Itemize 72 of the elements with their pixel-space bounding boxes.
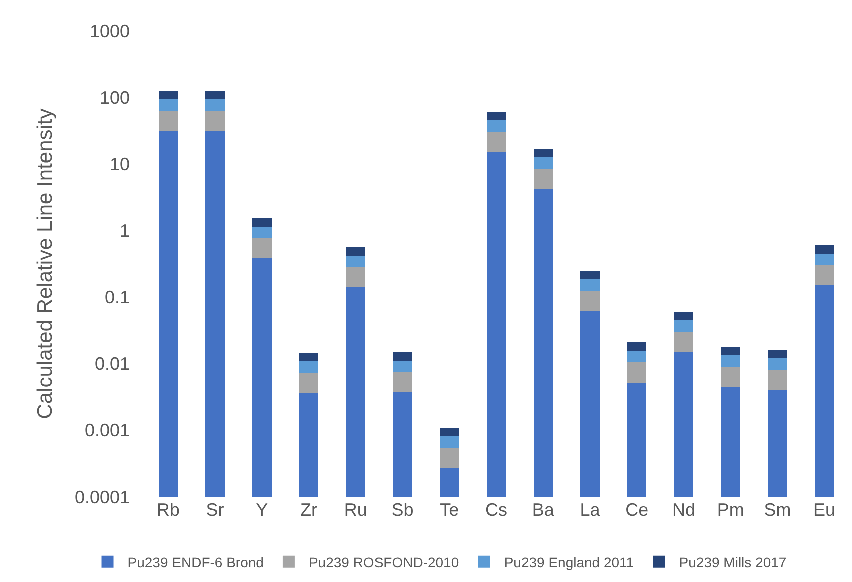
y-tick-label: 0.0001: [74, 487, 130, 508]
bar: [627, 342, 647, 351]
x-tick-label: Cs: [486, 500, 508, 520]
bar: [393, 372, 412, 393]
x-tick-label: Pm: [717, 500, 744, 520]
bar: [158, 100, 178, 112]
bar: [534, 149, 553, 158]
bar: [486, 120, 506, 132]
bar: [627, 351, 647, 363]
bar: [206, 111, 225, 132]
x-tick-label: Zr: [300, 500, 318, 520]
y-axis-title: Calculated Relative Line Intensity: [34, 108, 58, 420]
y-tick-label: 1: [120, 221, 130, 242]
y-tick-label: 1000: [90, 21, 130, 42]
bar: [674, 320, 694, 332]
bar: [768, 350, 788, 359]
bar: [486, 132, 506, 152]
y-tick-label: 0.01: [94, 354, 130, 374]
bar: [346, 256, 366, 268]
x-tick-label: Rb: [156, 500, 180, 520]
bar: [674, 332, 694, 352]
legend-label: Pu239 Mills 2017: [679, 554, 787, 570]
bar: [721, 346, 740, 356]
bar: [440, 428, 460, 437]
x-tick-label: Sr: [206, 500, 224, 520]
bar: [534, 169, 553, 190]
bar: [486, 112, 506, 121]
x-tick-label: Te: [440, 500, 460, 520]
x-tick-label: Sm: [764, 500, 792, 520]
bar: [768, 358, 788, 370]
x-tick-label: Ru: [344, 500, 368, 520]
bar: [299, 362, 319, 374]
legend-label: Pu239 ENDF-6 Brond: [128, 554, 264, 570]
bar: [252, 226, 272, 239]
bar: [814, 266, 834, 286]
x-tick-label: Eu: [814, 500, 836, 520]
bar: [158, 111, 178, 132]
bar: [299, 373, 319, 394]
bar: [346, 268, 366, 288]
legend-label: Pu239 England 2011: [504, 554, 634, 570]
x-tick-label: Ce: [626, 500, 649, 520]
bar: [580, 271, 600, 280]
bar: [627, 362, 647, 383]
bar: [252, 218, 272, 227]
bar: [252, 238, 272, 259]
x-tick-label: Y: [256, 500, 268, 520]
bar: [158, 91, 178, 100]
bar: [814, 245, 834, 254]
y-tick-label: 0.1: [104, 288, 130, 308]
bar: [768, 370, 788, 390]
y-tick-label: 0.001: [84, 420, 130, 441]
bar: [534, 157, 553, 170]
bar: [299, 353, 319, 362]
bar: [346, 247, 366, 256]
bar: [721, 355, 740, 367]
bar: [580, 291, 600, 312]
bar: [440, 436, 460, 448]
x-tick-label: Sb: [392, 500, 414, 520]
y-tick-label: 10: [110, 154, 130, 174]
bar: [721, 366, 740, 387]
bar: [393, 360, 412, 373]
bar: [206, 100, 225, 112]
bar: [580, 279, 600, 292]
legend-label: Pu239 ROSFOND-2010: [308, 554, 460, 570]
bar: [393, 352, 412, 361]
x-tick-label: Nd: [672, 500, 696, 520]
x-tick-label: La: [580, 500, 602, 520]
bar: [206, 91, 225, 100]
y-tick-label: 100: [100, 88, 130, 108]
x-tick-label: Ba: [532, 500, 556, 520]
bar: [674, 312, 694, 320]
bar: [814, 254, 834, 266]
